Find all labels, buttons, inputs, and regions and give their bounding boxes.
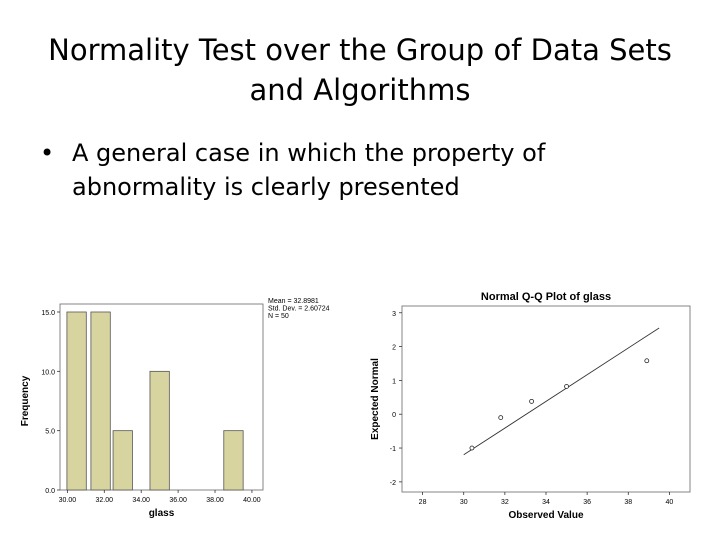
qq-plot-area <box>401 305 691 493</box>
histogram-stat-1: Mean = 32.8981 <box>268 298 319 305</box>
qq-x-tick-label: 30 <box>460 499 468 506</box>
histogram-stat-2: Std. Dev. = 2.60724 <box>268 306 330 313</box>
qq-point-5 <box>644 358 650 364</box>
qq-y-tick-label: -1 <box>390 446 396 453</box>
histogram-x-tick-label: 36.00 <box>169 497 187 504</box>
qq-reference-line <box>463 327 660 456</box>
qq-x-tick-label: 38 <box>624 499 632 506</box>
qq-point-3 <box>529 398 535 404</box>
histogram-bar-2 <box>90 311 111 491</box>
histogram-stat-3: N = 50 <box>268 313 289 320</box>
qq-plot-chart: Normal Q-Q Plot of glass -2 -1 0 1 2 3 28 30 32 34… <box>370 291 691 521</box>
histogram-chart: 0.0 5.0 10.0 15.0 30.00 32.00 34.00 36.00 38.00 4… <box>20 298 330 519</box>
bullet-text-line-1: A general case in which the property of <box>72 139 546 167</box>
histogram-x-tick-label: 40.00 <box>243 497 261 504</box>
qq-y-tick-label: 3 <box>392 311 396 318</box>
histogram-x-tick-label: 34.00 <box>132 497 150 504</box>
slide-title-line-1: Normality Test over the Group of Data Se… <box>48 33 672 67</box>
slide-title-line-2: and Algorithms <box>249 73 471 107</box>
qq-plot-title: Normal Q-Q Plot of glass <box>481 291 611 303</box>
histogram-y-axis-label: Frequency <box>20 375 31 426</box>
histogram-y-tick-label: 10.0 <box>41 369 55 376</box>
histogram-bar-4 <box>149 370 170 491</box>
qq-x-axis-label: Observed Value <box>508 510 583 521</box>
bullet-dot: • <box>40 139 55 167</box>
bullet-point: • A general case in which the property o… <box>40 136 660 204</box>
bullet-text: A general case in which the property of … <box>72 136 660 204</box>
histogram-y-tick-label: 15.0 <box>41 310 55 317</box>
histogram-x-tick-label: 38.00 <box>206 497 224 504</box>
histogram-x-axis-label: glass <box>149 508 175 519</box>
histogram-x-tick-label: 30.00 <box>59 497 77 504</box>
qq-y-axis-label: Expected Normal <box>370 358 381 440</box>
histogram-bar-3 <box>112 430 133 491</box>
qq-point-1 <box>469 445 475 451</box>
histogram-bar-1 <box>66 311 87 491</box>
qq-y-tick-label: -2 <box>390 480 396 487</box>
histogram-y-tick-label: 5.0 <box>45 429 55 436</box>
slide-title: Normality Test over the Group of Data Se… <box>30 30 690 110</box>
qq-point-4 <box>564 384 569 389</box>
qq-x-tick-label: 34 <box>542 499 550 506</box>
qq-y-tick-label: 2 <box>392 345 396 352</box>
qq-point-2 <box>498 415 504 421</box>
bullet-text-line-2: abnormality is clearly presented <box>72 173 460 201</box>
qq-x-tick-label: 32 <box>501 499 509 506</box>
histogram-bar-5 <box>223 430 244 491</box>
qq-y-tick-label: 0 <box>392 412 396 419</box>
histogram-y-tick-label: 0.0 <box>45 488 55 495</box>
qq-x-tick-label: 28 <box>419 499 427 506</box>
qq-y-tick-label: 1 <box>392 378 396 385</box>
qq-x-tick-label: 40 <box>666 499 674 506</box>
histogram-x-tick-label: 32.00 <box>96 497 114 504</box>
qq-x-tick-label: 36 <box>583 499 591 506</box>
